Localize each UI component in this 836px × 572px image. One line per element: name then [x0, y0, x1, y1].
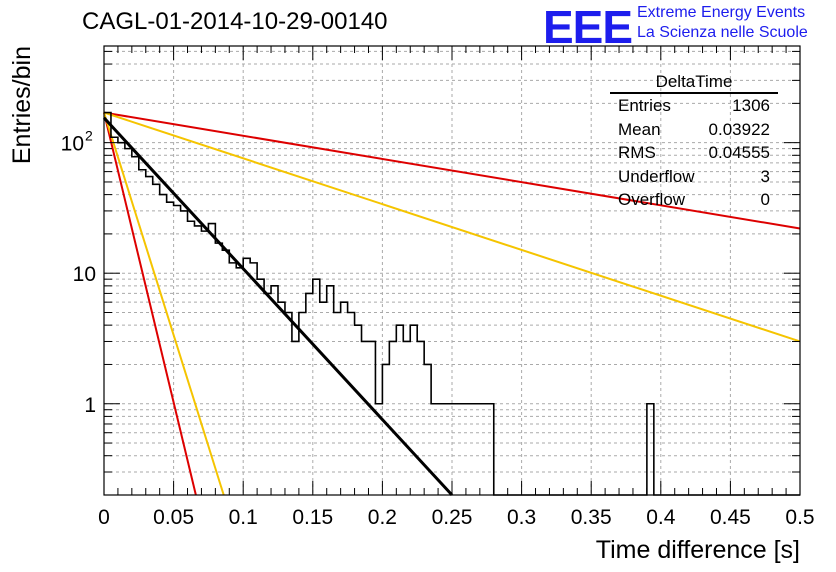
- stats-label: Entries: [618, 96, 671, 115]
- stats-row-rms: RMS 0.04555: [610, 141, 778, 165]
- reference-line: [103, 111, 801, 230]
- stats-row-entries: Entries 1306: [610, 94, 778, 118]
- x-tick-label: 0.45: [710, 506, 751, 529]
- y-tick-exponent: 2: [85, 128, 93, 144]
- x-tick-label: 0.35: [571, 506, 612, 529]
- reference-line: [103, 112, 197, 496]
- stats-row-mean: Mean 0.03922: [610, 118, 778, 142]
- y-axis-label: Entries/bin: [8, 46, 36, 164]
- x-tick-label: 0.25: [432, 506, 473, 529]
- fit-line: [102, 116, 454, 497]
- stats-value: 0: [760, 190, 770, 209]
- stats-row-overflow: Overflow 0: [610, 188, 778, 212]
- reference-line: [103, 111, 801, 343]
- stats-box: DeltaTime Entries 1306 Mean 0.03922 RMS …: [610, 72, 778, 212]
- x-tick-label: 0.15: [292, 506, 333, 529]
- reference-line: [103, 112, 225, 496]
- eee-logo: EEE: [543, 1, 633, 53]
- stats-row-underflow: Underflow 3: [610, 165, 778, 189]
- x-tick-label: 0.2: [368, 506, 397, 529]
- x-axis-label: Time difference [s]: [596, 536, 800, 564]
- stats-value: 3: [760, 166, 770, 186]
- reference-lines: [103, 111, 801, 496]
- stats-label: Mean: [618, 119, 661, 139]
- chart-title: CAGL-01-2014-10-29-00140: [82, 8, 388, 35]
- stats-value: 0.03922: [708, 119, 770, 139]
- x-tick-label: 0.3: [507, 506, 536, 529]
- x-tick-label: 0.4: [646, 506, 676, 529]
- stats-label: Underflow: [618, 166, 695, 186]
- x-tick-label: 0.5: [785, 506, 814, 529]
- stats-title: DeltaTime: [610, 72, 778, 94]
- x-tick-label: 0.05: [153, 506, 194, 529]
- stats-value: 0.04555: [708, 143, 770, 162]
- stats-value: 1306: [732, 96, 770, 115]
- y-tick-label: 1: [84, 394, 96, 417]
- fit-line-group: [102, 116, 454, 497]
- stats-label: Overflow: [618, 190, 686, 209]
- stats-label: RMS: [618, 143, 656, 162]
- logo-line-1: Extreme Energy Events: [637, 4, 806, 21]
- logo-line-2: La Scienza nelle Scuole: [637, 24, 808, 41]
- x-tick-label: 0: [98, 506, 110, 529]
- y-tick-label: 10: [73, 263, 96, 286]
- axes: 0 0.05 0.1 0.15 0.2 0.25 0.3 0.35 0.4 0.45 0.5 1 10 1…: [61, 46, 815, 529]
- y-tick-label: 10: [61, 133, 84, 156]
- x-tick-label: 0.1: [229, 506, 258, 529]
